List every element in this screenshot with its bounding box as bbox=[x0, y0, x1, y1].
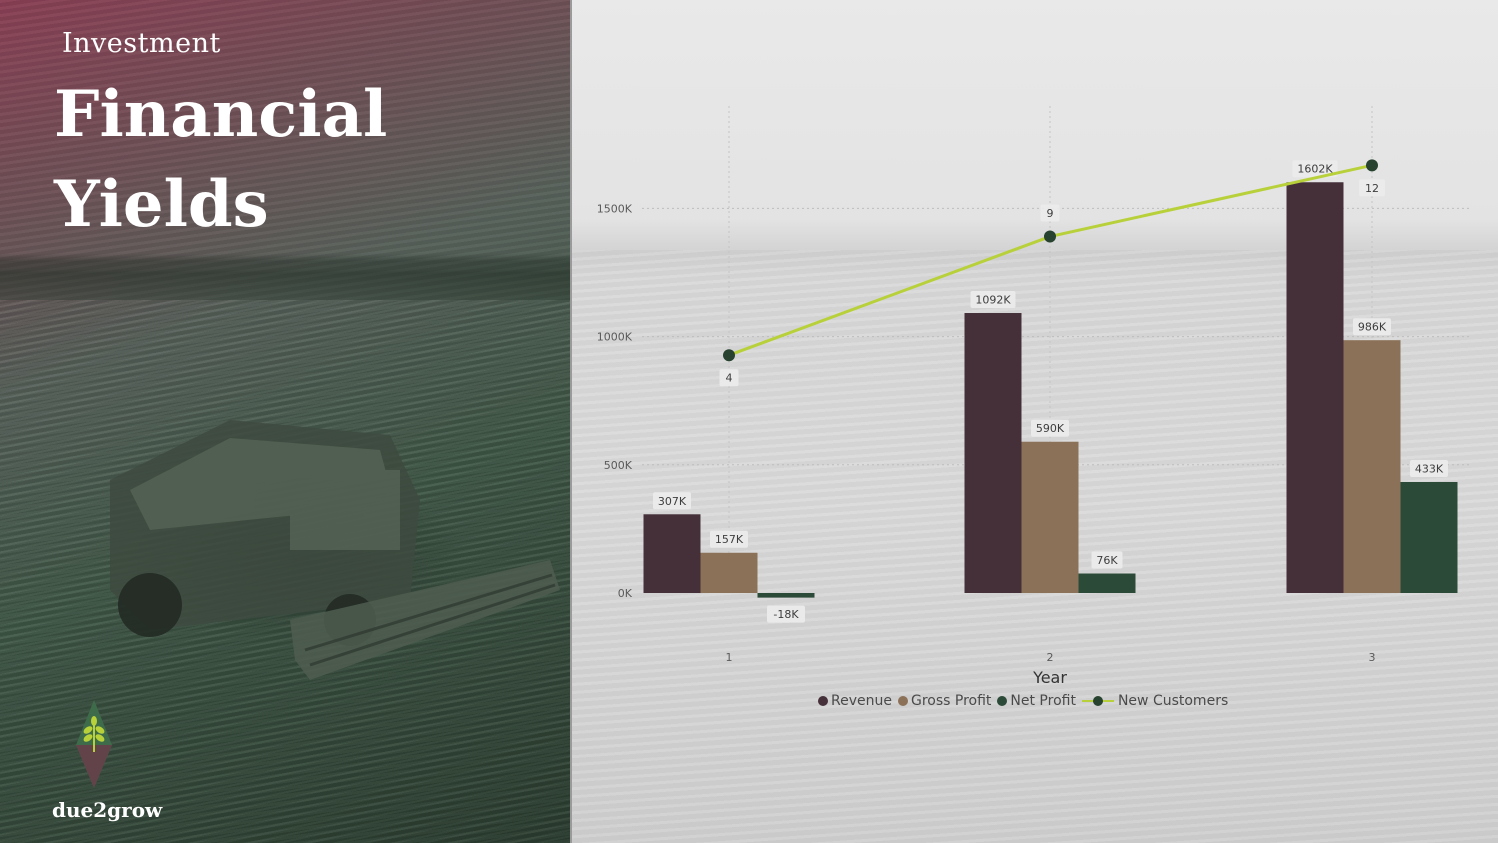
legend-item-gross-profit[interactable]: Gross Profit bbox=[897, 693, 992, 709]
line-label-box bbox=[1040, 204, 1060, 222]
legend-label-gross-profit: Gross Profit bbox=[910, 693, 992, 709]
line-data-label: 9 bbox=[1047, 207, 1054, 220]
data-label: 307K bbox=[658, 495, 687, 508]
x-tick-label: 3 bbox=[1369, 651, 1376, 664]
legend-label-net-profit: Net Profit bbox=[1010, 693, 1076, 709]
data-label-box bbox=[970, 291, 1016, 309]
legend-item-new-customers[interactable]: New Customers bbox=[1081, 693, 1229, 709]
data-label: 986K bbox=[1358, 321, 1387, 334]
slide-title: Financial Yields bbox=[54, 70, 387, 250]
bar-net-profit bbox=[1400, 481, 1458, 593]
data-label-box bbox=[710, 530, 748, 548]
right-panel: 0K 500K 1000K 1500K 307K 1092K 1602K 157K 590K 98… bbox=[572, 0, 1498, 843]
panel-divider bbox=[570, 0, 572, 843]
sprout-logo-icon bbox=[76, 700, 112, 788]
y-tick-label: 500K bbox=[604, 459, 633, 472]
legend-item-revenue[interactable]: Revenue bbox=[818, 693, 892, 709]
bar-net-profit bbox=[1078, 573, 1136, 593]
legend-swatch-revenue bbox=[818, 696, 828, 706]
bar-revenue bbox=[643, 514, 701, 593]
x-tick-label: 1 bbox=[726, 651, 733, 664]
title-line-2: Yields bbox=[54, 167, 269, 242]
data-label-box bbox=[1292, 160, 1338, 178]
y-tick-label: 1500K bbox=[597, 202, 633, 215]
y-tick-label: 1000K bbox=[597, 331, 633, 344]
new-customers-marker bbox=[1366, 159, 1378, 172]
legend-swatch-new-customers bbox=[1081, 696, 1114, 706]
bar-gross-profit bbox=[1343, 340, 1401, 593]
new-customers-marker bbox=[1044, 230, 1056, 243]
legend-swatch-net-profit bbox=[997, 696, 1008, 706]
data-label-box bbox=[1410, 459, 1448, 477]
data-label-box bbox=[1353, 318, 1391, 336]
bar-gross-profit bbox=[1021, 441, 1079, 593]
legend-label-revenue: Revenue bbox=[831, 693, 892, 709]
horizon-band bbox=[0, 255, 570, 300]
x-tick-label: 2 bbox=[1047, 651, 1054, 664]
bar-revenue bbox=[964, 313, 1022, 593]
data-label: 590K bbox=[1036, 422, 1065, 435]
data-label: -18K bbox=[773, 608, 799, 621]
data-label: 433K bbox=[1415, 462, 1444, 475]
chart-legend: Revenue Gross Profit Net Profit New Cust… bbox=[818, 693, 1234, 709]
y-tick-label: 0K bbox=[618, 587, 633, 600]
data-label-box bbox=[767, 605, 805, 623]
title-line-1: Financial bbox=[54, 77, 388, 152]
bar-gross-profit bbox=[700, 552, 758, 593]
data-label-box bbox=[1031, 419, 1069, 437]
line-label-box bbox=[1359, 179, 1385, 197]
legend-label-new-customers: New Customers bbox=[1117, 693, 1229, 709]
data-label: 157K bbox=[715, 533, 744, 546]
x-axis-title: Year bbox=[1032, 668, 1067, 687]
left-panel: Investment Financial Yields due2grow bbox=[0, 0, 570, 843]
combine-harvester-icon bbox=[110, 420, 560, 680]
financial-yields-chart: 0K 500K 1000K 1500K 307K 1092K 1602K 157K 590K 98… bbox=[597, 106, 1472, 687]
slide-subtitle: Investment bbox=[62, 28, 221, 59]
legend-swatch-gross-profit bbox=[897, 696, 908, 706]
data-label: 1092K bbox=[975, 294, 1011, 307]
bar-net-profit bbox=[757, 593, 815, 598]
line-label-box bbox=[719, 369, 739, 387]
data-label: 1602K bbox=[1297, 163, 1333, 176]
data-label: 76K bbox=[1096, 554, 1118, 567]
line-data-label: 12 bbox=[1365, 182, 1379, 195]
brand-name: due2grow bbox=[52, 798, 163, 822]
data-label-box bbox=[1091, 551, 1123, 569]
line-data-label: 4 bbox=[726, 372, 733, 385]
new-customers-marker bbox=[723, 349, 735, 362]
legend-item-net-profit[interactable]: Net Profit bbox=[997, 693, 1076, 709]
bar-revenue bbox=[1286, 182, 1344, 593]
data-label-box bbox=[653, 492, 691, 510]
